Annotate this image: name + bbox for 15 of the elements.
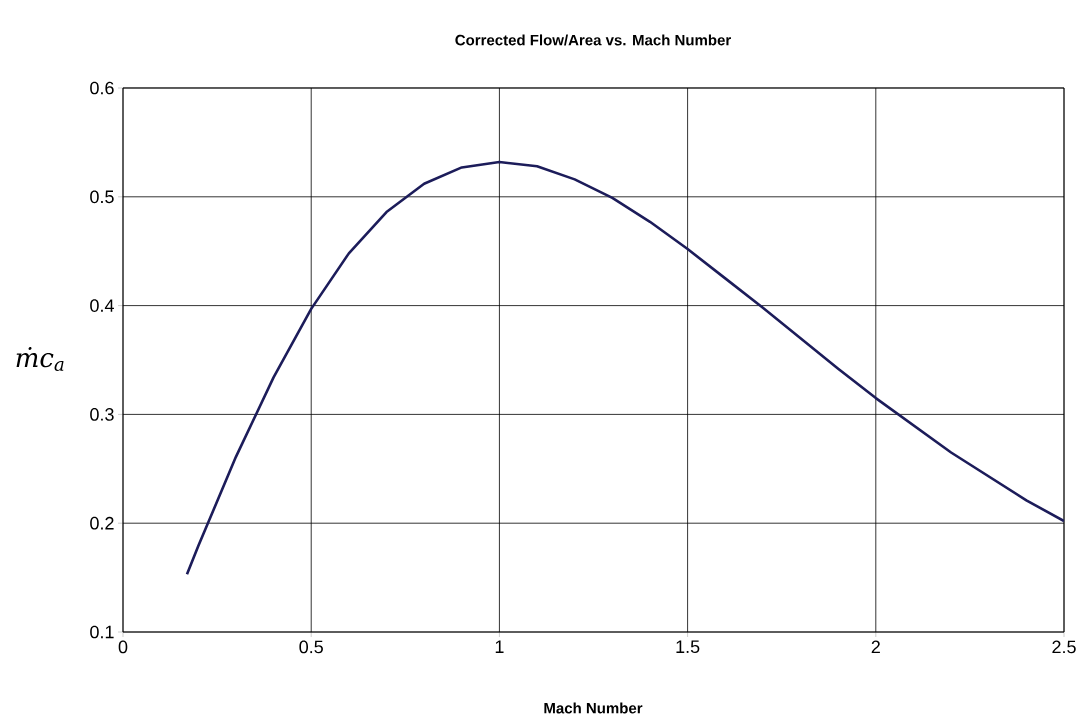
y-tick-label: 0.2	[90, 516, 114, 530]
x-tick-label: 2.5	[1052, 640, 1076, 654]
x-tick-label: 0	[118, 640, 128, 654]
y-tick-label: 0.1	[90, 625, 114, 639]
y-tick-label: 0.4	[90, 299, 114, 312]
y-tick-label: 0.6	[90, 81, 114, 95]
x-tick-label: 1.5	[676, 640, 700, 654]
x-tick-label: 2	[871, 640, 880, 654]
y-tick-label: 0.5	[90, 190, 114, 204]
x-tick-label: 1	[495, 640, 504, 653]
y-tick-label: 0.3	[90, 408, 114, 421]
y-axis-title: ṁc$_{a}$	[16, 347, 64, 371]
x-tick-label: 0.5	[299, 640, 323, 654]
x-axis-title: Mach Number	[544, 702, 643, 714]
chart-title: Corrected Flow/Area vs. Mach Number	[455, 34, 731, 46]
